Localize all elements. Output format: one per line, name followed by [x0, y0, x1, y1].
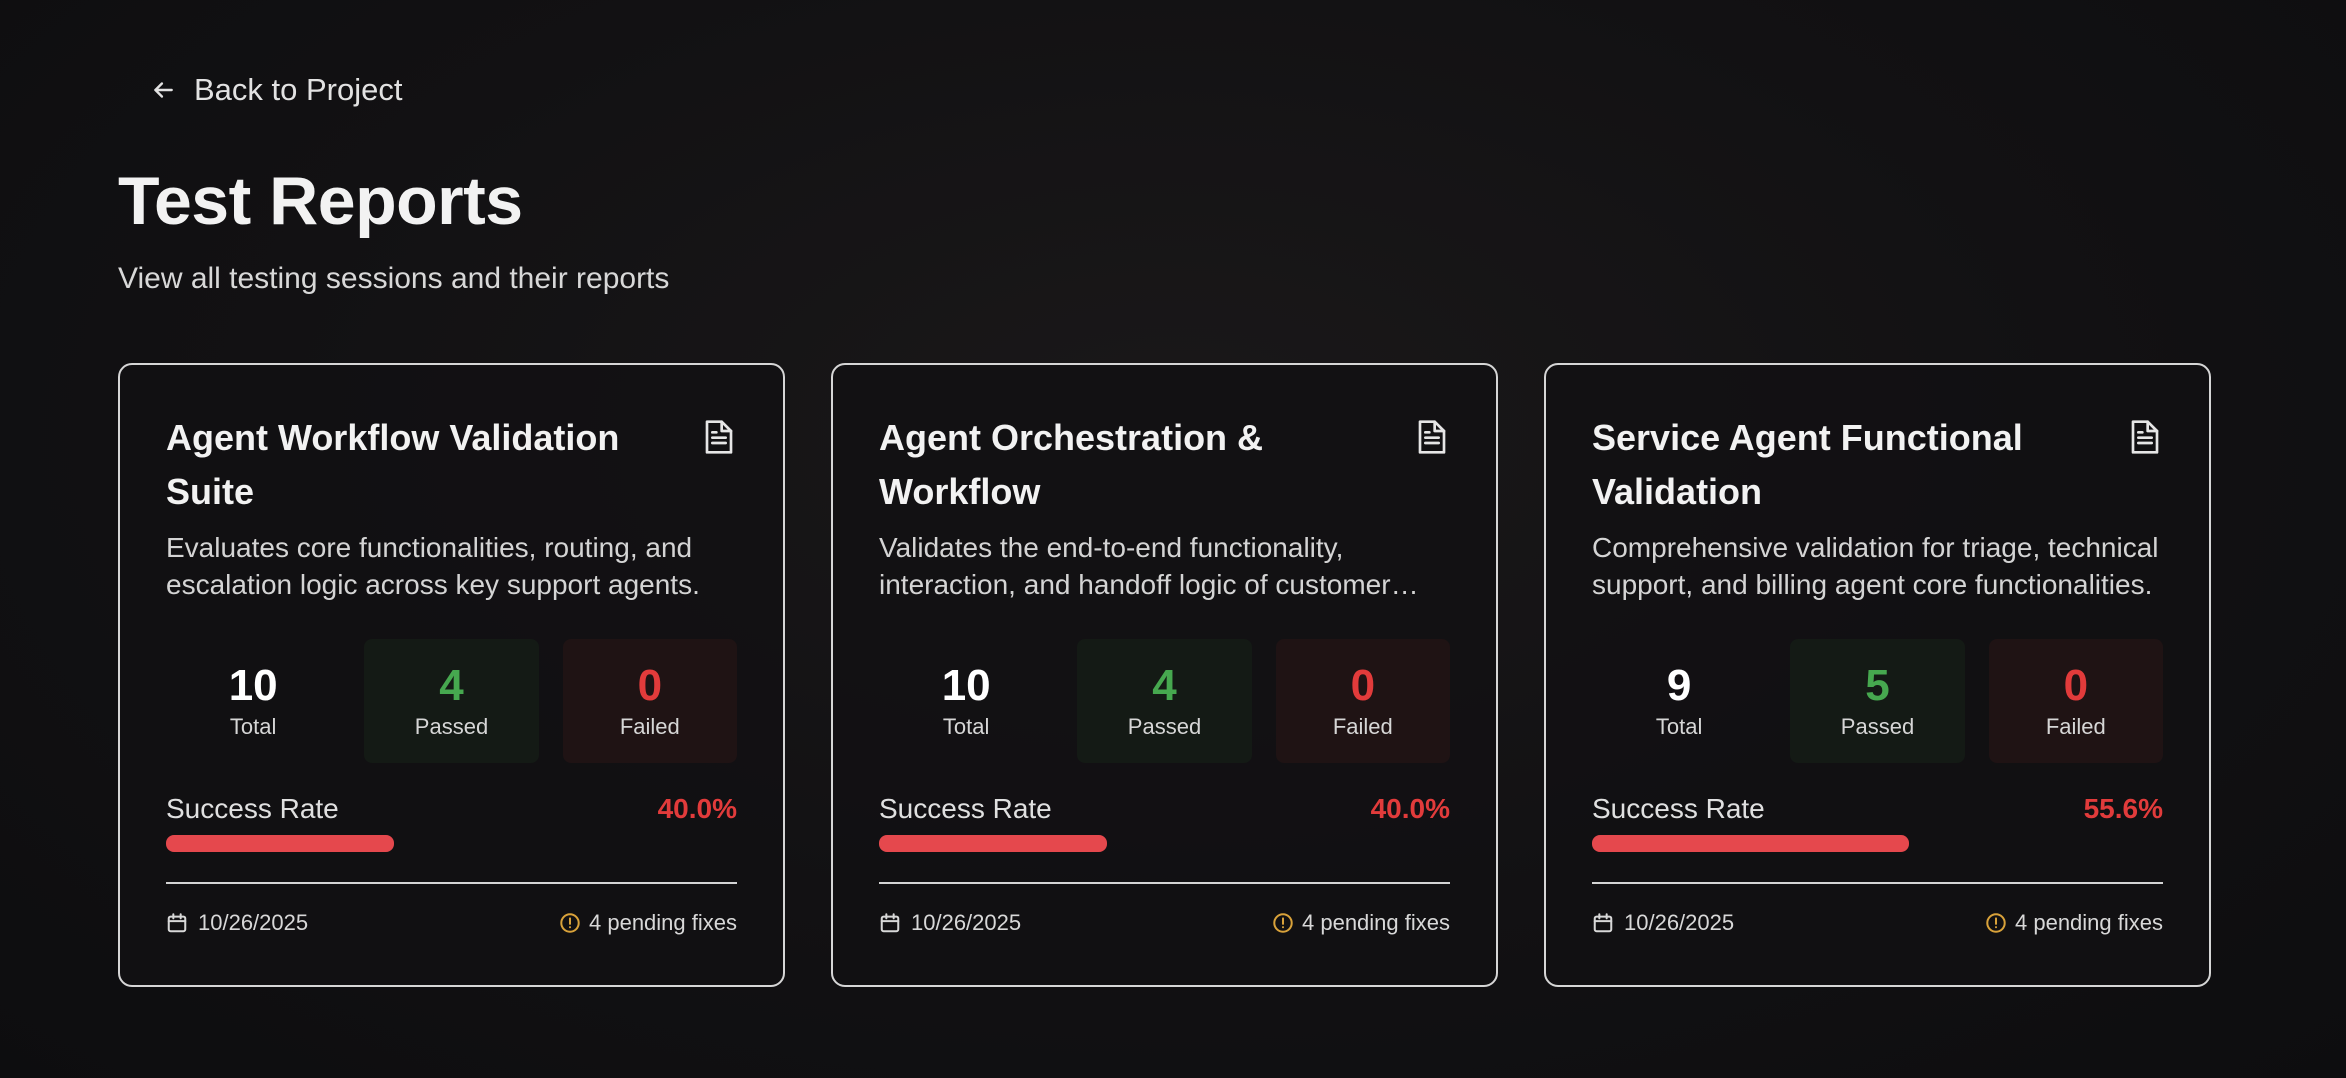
report-card[interactable]: Agent Workflow Validation Suite Evaluate… — [118, 363, 785, 987]
stat-failed: 0 Failed — [1275, 639, 1450, 763]
stat-passed: 4 Passed — [1077, 639, 1252, 763]
page-title: Test Reports — [118, 163, 523, 239]
card-divider — [879, 882, 1450, 884]
report-date-text: 10/26/2025 — [1624, 910, 1735, 935]
pending-fixes-text: 4 pending fixes — [589, 910, 737, 935]
stat-passed-value: 4 — [1152, 661, 1177, 710]
stat-passed-value: 5 — [1865, 661, 1890, 710]
document-icon[interactable] — [1416, 419, 1448, 455]
pending-fixes-text: 4 pending fixes — [2015, 910, 2163, 935]
stat-failed-value: 0 — [637, 661, 663, 710]
stat-failed: 0 Failed — [562, 639, 737, 763]
stat-passed-value: 4 — [439, 661, 464, 710]
alert-circle-icon — [1985, 912, 2007, 934]
report-description: Comprehensive validation for triage, tec… — [1592, 532, 2159, 600]
stat-passed-label: Passed — [1840, 714, 1915, 739]
success-rate-fill — [166, 835, 395, 852]
report-title: Service Agent Functional Validation — [1592, 417, 2023, 512]
stat-total-value: 10 — [228, 661, 278, 710]
success-rate-label: Success Rate — [879, 793, 1052, 824]
success-rate-label: Success Rate — [166, 793, 339, 824]
stat-passed-label: Passed — [1127, 714, 1202, 739]
pending-fixes: 4 pending fixes — [1985, 910, 2163, 936]
success-rate-fill — [1592, 835, 1910, 852]
stat-failed-label: Failed — [619, 714, 680, 739]
alert-circle-icon — [1272, 912, 1294, 934]
alert-circle-icon — [559, 912, 581, 934]
calendar-icon — [1592, 912, 1614, 934]
pending-fixes: 4 pending fixes — [1272, 910, 1450, 936]
document-icon[interactable] — [703, 419, 735, 455]
success-rate-bar — [879, 835, 1450, 852]
success-rate-value: 55.6% — [2083, 793, 2163, 824]
report-date: 10/26/2025 — [1592, 910, 1734, 936]
stat-total: 10 Total — [166, 639, 340, 763]
page-subtitle: View all testing sessions and their repo… — [118, 262, 670, 295]
report-date-text: 10/26/2025 — [911, 910, 1022, 935]
stat-total-value: 9 — [1666, 661, 1692, 710]
stat-total-label: Total — [942, 714, 990, 739]
report-date-text: 10/26/2025 — [198, 910, 309, 935]
stat-failed-label: Failed — [2045, 714, 2106, 739]
report-description: Evaluates core functionalities, routing,… — [166, 532, 700, 600]
success-rate-value: 40.0% — [657, 793, 737, 824]
calendar-icon — [166, 912, 188, 934]
success-rate-value: 40.0% — [1370, 793, 1450, 824]
stat-total-label: Total — [229, 714, 277, 739]
pending-fixes: 4 pending fixes — [559, 910, 737, 936]
report-date: 10/26/2025 — [166, 910, 308, 936]
stat-failed: 0 Failed — [1988, 639, 2163, 763]
report-card-list: Agent Workflow Validation Suite Evaluate… — [118, 363, 2211, 987]
stat-failed-label: Failed — [1332, 714, 1393, 739]
calendar-icon — [879, 912, 901, 934]
report-card[interactable]: Agent Orchestration & Workflow Validates… — [831, 363, 1498, 987]
report-title: Agent Workflow Validation Suite — [166, 417, 620, 512]
report-date: 10/26/2025 — [879, 910, 1021, 936]
report-title: Agent Orchestration & Workflow — [879, 417, 1264, 512]
card-divider — [1592, 882, 2163, 884]
stats-row: 10 Total 4 Passed 0 Failed — [166, 639, 737, 763]
stat-passed: 4 Passed — [364, 639, 539, 763]
success-rate-bar — [166, 835, 737, 852]
document-icon[interactable] — [2129, 419, 2161, 455]
report-card[interactable]: Service Agent Functional Validation Comp… — [1544, 363, 2211, 987]
card-divider — [166, 882, 737, 884]
stat-total-value: 10 — [941, 661, 991, 710]
success-rate-label: Success Rate — [1592, 793, 1765, 824]
stat-total: 10 Total — [879, 639, 1053, 763]
report-description: Validates the end-to-end functionality, … — [879, 532, 1391, 600]
stats-row: 10 Total 4 Passed 0 Failed — [879, 639, 1450, 763]
stats-row: 9 Total 5 Passed 0 Failed — [1592, 639, 2163, 763]
success-rate-fill — [879, 835, 1108, 852]
stat-total: 9 Total — [1592, 639, 1766, 763]
stat-failed-value: 0 — [2063, 661, 2089, 710]
pending-fixes-text: 4 pending fixes — [1302, 910, 1450, 935]
back-link-label: Back to Project — [194, 72, 403, 107]
stat-passed: 5 Passed — [1790, 639, 1965, 763]
arrow-left-icon — [150, 77, 176, 103]
success-rate-bar — [1592, 835, 2163, 852]
stat-passed-label: Passed — [414, 714, 489, 739]
stat-total-label: Total — [1655, 714, 1703, 739]
stat-failed-value: 0 — [1350, 661, 1376, 710]
back-to-project-link[interactable]: Back to Project — [150, 72, 402, 108]
